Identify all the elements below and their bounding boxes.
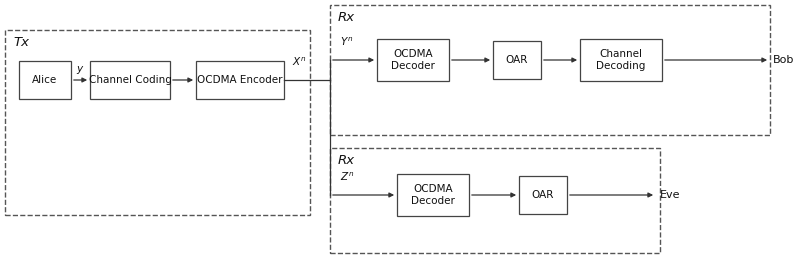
Bar (397, 174, 469, 216)
Bar (330, 5, 770, 135)
Bar (90, 61, 170, 99)
Text: Eve: Eve (660, 190, 681, 200)
Bar (580, 39, 662, 81)
Text: Rx: Rx (338, 154, 355, 167)
Text: Rx: Rx (338, 11, 355, 24)
Text: OCDMA
Decoder: OCDMA Decoder (391, 49, 435, 71)
Bar (493, 41, 541, 79)
Text: Channel Coding: Channel Coding (88, 75, 171, 85)
Bar (5, 30, 310, 215)
Text: $y$: $y$ (76, 64, 84, 76)
Text: Bob: Bob (773, 55, 794, 65)
Text: $Z^n$: $Z^n$ (340, 171, 354, 183)
Text: OCDMA
Decoder: OCDMA Decoder (411, 184, 455, 206)
Text: OAR: OAR (505, 55, 529, 65)
Bar (377, 39, 449, 81)
Text: OCDMA Encoder: OCDMA Encoder (197, 75, 283, 85)
Text: OAR: OAR (532, 190, 554, 200)
Bar (519, 176, 567, 214)
Text: Tx: Tx (13, 36, 29, 49)
Bar (330, 148, 660, 253)
Bar (196, 61, 284, 99)
Text: $X^n$: $X^n$ (292, 56, 306, 68)
Text: Alice: Alice (33, 75, 57, 85)
Bar (19, 61, 71, 99)
Text: Channel
Decoding: Channel Decoding (596, 49, 646, 71)
Text: $Y^n$: $Y^n$ (340, 36, 353, 48)
